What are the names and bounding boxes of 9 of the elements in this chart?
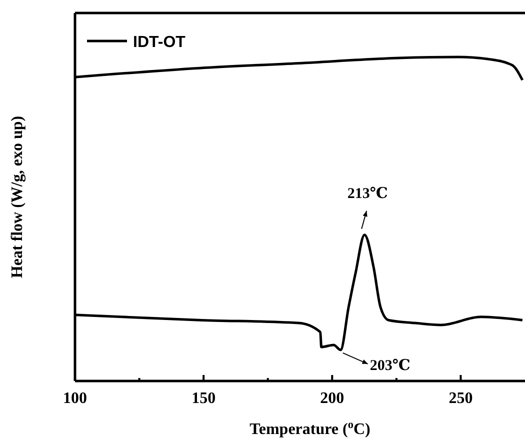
x-tick-label: 250 [448, 390, 473, 407]
x-tick-label: 100 [63, 390, 87, 407]
annotation: 213℃ [347, 186, 388, 202]
x-tick-label: 200 [320, 390, 344, 407]
x-tick-label: 150 [192, 390, 216, 407]
y-axis-title: Heat flow (W/g, exo up) [9, 116, 26, 278]
x-axis-title: Temperature ($^{o}$C) [250, 419, 370, 438]
legend-label: IDT-OT [133, 34, 186, 51]
annotation: 203℃ [370, 358, 410, 374]
